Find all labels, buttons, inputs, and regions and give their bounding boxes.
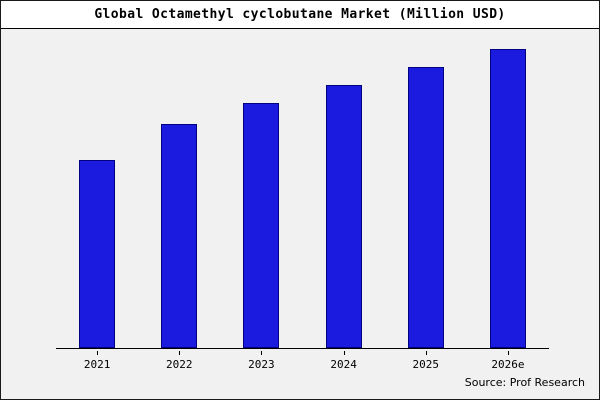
x-tick-text: 2026e — [491, 358, 525, 371]
bar-cell — [303, 49, 385, 348]
x-tick-text: 2025 — [412, 358, 440, 371]
x-tick-label-2025: 2025 — [385, 351, 467, 373]
chart-title: Global Octamethyl cyclobutane Market (Mi… — [1, 1, 599, 29]
tick-mark — [261, 351, 263, 355]
x-tick-label-2022: 2022 — [138, 351, 220, 373]
x-tick-label-2026e: 2026e — [467, 351, 549, 373]
x-tick-text: 2024 — [330, 358, 357, 371]
source-credit: Source: Prof Research — [464, 376, 585, 389]
plot-area — [56, 49, 549, 349]
bar-cell — [138, 49, 220, 348]
bar-cell — [385, 49, 467, 348]
bar-2025 — [407, 66, 444, 348]
bar-2026e — [489, 49, 526, 348]
bar-2023 — [243, 102, 280, 348]
tick-mark — [425, 351, 427, 355]
bar-2024 — [325, 84, 362, 348]
x-tick-text: 2021 — [83, 358, 111, 371]
x-tick-text: 2023 — [248, 358, 275, 371]
x-tick-label-2024: 2024 — [303, 351, 385, 373]
bar-2022 — [161, 123, 198, 348]
tick-mark — [343, 351, 345, 355]
x-tick-text: 2022 — [166, 358, 193, 371]
x-tick-label-2021: 2021 — [56, 351, 138, 373]
tick-mark — [97, 351, 99, 355]
x-tick-label-2023: 2023 — [220, 351, 302, 373]
bar-2021 — [79, 159, 116, 348]
x-axis-labels: 2021 2022 2023 2024 2025 2026e — [56, 351, 549, 373]
bar-cell — [467, 49, 549, 348]
bar-cell — [56, 49, 138, 348]
tick-mark — [507, 351, 509, 355]
tick-mark — [179, 351, 181, 355]
bar-cell — [220, 49, 302, 348]
